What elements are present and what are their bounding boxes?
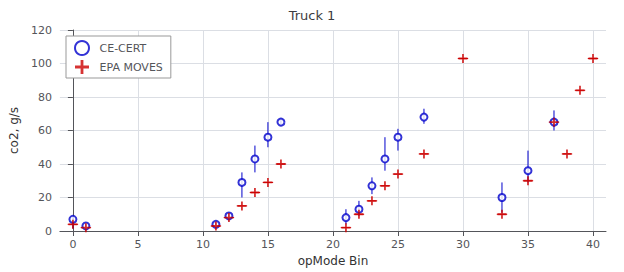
svg-text:120: 120 (31, 24, 52, 37)
svg-text:40: 40 (586, 238, 600, 251)
svg-text:20: 20 (38, 191, 52, 204)
svg-text:100: 100 (31, 57, 52, 70)
svg-text:35: 35 (521, 238, 535, 251)
svg-text:20: 20 (326, 238, 340, 251)
svg-text:CE-CERT: CE-CERT (100, 42, 147, 55)
svg-text:Truck 1: Truck 1 (288, 8, 336, 23)
svg-text:30: 30 (456, 238, 470, 251)
svg-text:10: 10 (196, 238, 210, 251)
svg-text:0: 0 (69, 238, 76, 251)
svg-text:25: 25 (391, 238, 405, 251)
svg-text:EPA MOVES: EPA MOVES (100, 61, 163, 74)
svg-text:15: 15 (261, 238, 275, 251)
svg-text:40: 40 (38, 158, 52, 171)
svg-text:60: 60 (38, 124, 52, 137)
svg-text:80: 80 (38, 91, 52, 104)
svg-text:5: 5 (134, 238, 141, 251)
svg-text:opMode Bin: opMode Bin (298, 254, 369, 268)
svg-text:co2, g/s: co2, g/s (7, 107, 21, 154)
svg-text:0: 0 (45, 225, 52, 238)
